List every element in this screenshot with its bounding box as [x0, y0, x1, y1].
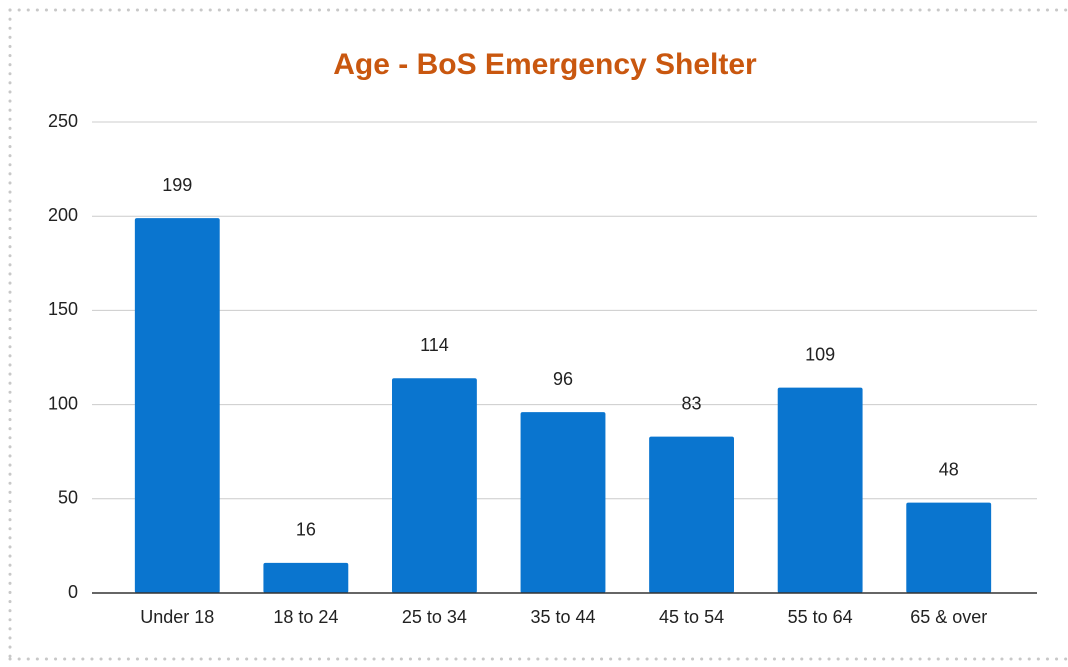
- x-tick-label: 25 to 34: [402, 607, 467, 627]
- x-tick-label: Under 18: [140, 607, 214, 627]
- x-tick-label: 35 to 44: [530, 607, 595, 627]
- x-tick-label: 65 & over: [910, 607, 987, 627]
- bar: [392, 378, 477, 593]
- y-tick-label: 100: [48, 393, 78, 413]
- x-tick-label: 18 to 24: [273, 607, 338, 627]
- bar: [649, 436, 734, 593]
- data-label: 83: [682, 393, 702, 413]
- data-label: 114: [420, 335, 449, 355]
- data-label: 199: [162, 175, 192, 195]
- data-label: 96: [553, 369, 573, 389]
- y-tick-label: 50: [58, 488, 78, 508]
- chart-title: Age - BoS Emergency Shelter: [333, 48, 757, 81]
- y-tick-label: 150: [48, 299, 78, 319]
- y-tick-label: 250: [48, 111, 78, 131]
- x-tick-label: 45 to 54: [659, 607, 724, 627]
- bar: [906, 502, 992, 593]
- bar: [520, 412, 606, 593]
- data-label: 109: [805, 344, 835, 364]
- y-tick-label: 200: [48, 205, 78, 225]
- bar: [134, 218, 220, 594]
- data-label: 48: [939, 459, 959, 479]
- bar: [263, 562, 349, 593]
- bar: [777, 387, 863, 593]
- data-label: 16: [296, 520, 316, 540]
- y-tick-label: 0: [68, 582, 78, 602]
- x-tick-label: 55 to 64: [788, 607, 853, 627]
